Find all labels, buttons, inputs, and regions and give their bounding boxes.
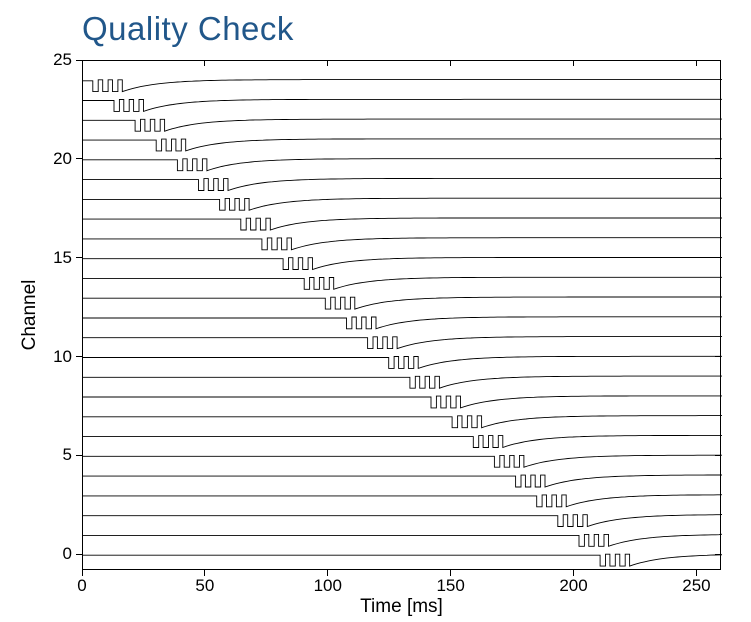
x-tick-label: 0 bbox=[77, 576, 86, 596]
plot-area bbox=[82, 60, 721, 570]
y-tick-right bbox=[715, 554, 721, 555]
channel-trace bbox=[83, 258, 722, 270]
channel-trace bbox=[83, 99, 722, 111]
x-tick-top bbox=[696, 60, 697, 66]
x-tick-top bbox=[573, 60, 574, 66]
x-tick-top bbox=[82, 60, 83, 66]
channel-trace bbox=[83, 317, 722, 329]
y-tick-label: 15 bbox=[48, 248, 72, 268]
y-tick bbox=[76, 60, 82, 61]
channel-trace bbox=[83, 515, 722, 527]
y-tick bbox=[76, 554, 82, 555]
x-tick-top bbox=[327, 60, 328, 66]
y-tick-right bbox=[715, 356, 721, 357]
y-tick-right bbox=[715, 60, 721, 61]
channel-trace bbox=[83, 277, 722, 289]
channel-trace bbox=[83, 238, 722, 250]
x-tick-top bbox=[450, 60, 451, 66]
y-tick bbox=[76, 158, 82, 159]
y-tick-label: 10 bbox=[48, 347, 72, 367]
x-tick-label: 250 bbox=[682, 576, 710, 596]
x-axis-label: Time [ms] bbox=[360, 596, 443, 618]
channel-trace bbox=[83, 337, 722, 349]
x-tick-label: 50 bbox=[195, 576, 214, 596]
channel-trace bbox=[83, 178, 722, 190]
channel-trace bbox=[83, 198, 722, 210]
trace-layer bbox=[83, 61, 722, 571]
channel-trace bbox=[83, 297, 722, 309]
x-tick-top bbox=[204, 60, 205, 66]
channel-trace bbox=[83, 534, 722, 546]
channel-trace bbox=[83, 435, 722, 447]
channel-trace bbox=[83, 495, 722, 507]
y-axis-label: Channel bbox=[19, 280, 41, 351]
channel-trace bbox=[83, 475, 722, 487]
channel-trace bbox=[83, 416, 722, 428]
chart-title: Quality Check bbox=[82, 10, 294, 48]
channel-trace bbox=[83, 376, 722, 388]
channel-trace bbox=[83, 119, 722, 131]
channel-trace bbox=[83, 80, 722, 92]
x-tick-label: 150 bbox=[436, 576, 464, 596]
y-tick-right bbox=[715, 158, 721, 159]
x-tick-label: 100 bbox=[314, 576, 342, 596]
y-tick-label: 25 bbox=[48, 50, 72, 70]
y-tick-label: 20 bbox=[48, 149, 72, 169]
x-tick-label: 200 bbox=[559, 576, 587, 596]
y-tick bbox=[76, 257, 82, 258]
y-tick bbox=[76, 356, 82, 357]
channel-trace bbox=[83, 139, 722, 151]
y-tick-label: 5 bbox=[48, 445, 72, 465]
channel-trace bbox=[83, 218, 722, 230]
channel-trace bbox=[83, 356, 722, 368]
channel-trace bbox=[83, 159, 722, 171]
y-tick-label: 0 bbox=[48, 544, 72, 564]
channel-trace bbox=[83, 455, 722, 467]
y-tick-right bbox=[715, 257, 721, 258]
y-tick-right bbox=[715, 455, 721, 456]
channel-trace bbox=[83, 554, 722, 566]
y-tick bbox=[76, 455, 82, 456]
channel-trace bbox=[83, 396, 722, 408]
